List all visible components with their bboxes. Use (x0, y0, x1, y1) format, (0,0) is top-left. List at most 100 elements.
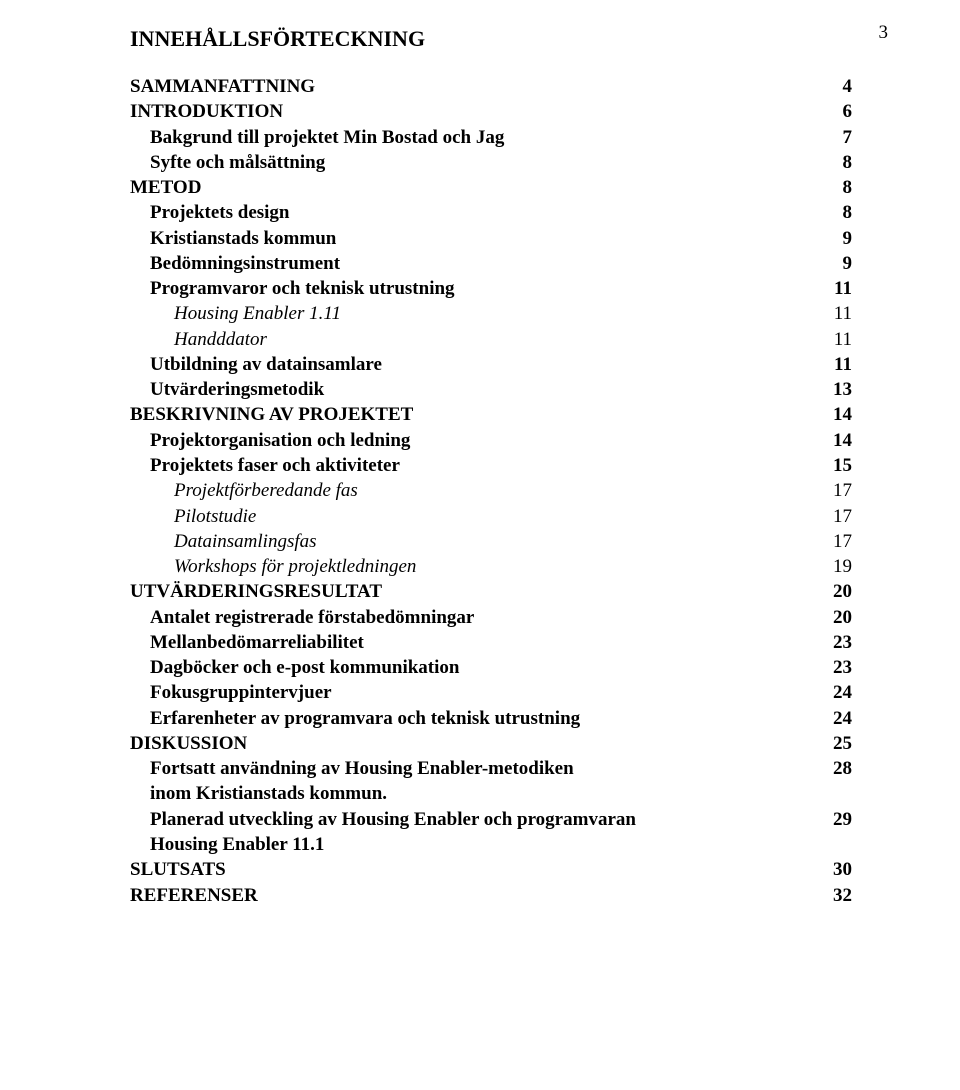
toc-entry-label: Mellanbedömarreliabilitet (130, 630, 364, 655)
toc-entry-page: 20 (800, 605, 852, 630)
toc-entry-label: Bakgrund till projektet Min Bostad och J… (130, 125, 504, 150)
toc-entry-label: Pilotstudie (130, 504, 256, 529)
toc-entry-page: 15 (800, 453, 852, 478)
toc-entry-page: 11 (800, 276, 852, 301)
toc-entry: Fokusgruppintervjuer 24 (130, 680, 852, 705)
toc-entry-label: Fokusgruppintervjuer (130, 680, 332, 705)
toc-entry: Programvaror och teknisk utrustning 11 (130, 276, 852, 301)
toc-entry-label: REFERENSER (130, 883, 258, 908)
toc-entry-label: SLUTSATS (130, 857, 226, 882)
toc-entry-page: 9 (800, 226, 852, 251)
toc-entry: Kristianstads kommun 9 (130, 226, 852, 251)
toc-entry-label: Utvärderingsmetodik (130, 377, 324, 402)
toc-entry: METOD 8 (130, 175, 852, 200)
toc-entry-label: Projektets design (130, 200, 290, 225)
toc-entry-label: Antalet registrerade förstabedömningar (130, 605, 474, 630)
toc-entry: Syfte och målsättning 8 (130, 150, 852, 175)
toc-entry: Utvärderingsmetodik 13 (130, 377, 852, 402)
toc-entry: Handddator 11 (130, 327, 852, 352)
toc-entry-label: Syfte och målsättning (130, 150, 325, 175)
toc-entry: Utbildning av datainsamlare 11 (130, 352, 852, 377)
toc-entry: Housing Enabler 1.11 11 (130, 301, 852, 326)
toc-entry-page: 23 (800, 630, 852, 655)
toc-entry-label: Programvaror och teknisk utrustning (130, 276, 455, 301)
toc-entry-label: INTRODUKTION (130, 99, 283, 124)
toc-entry-page: 6 (800, 99, 852, 124)
toc-entry: Projektorganisation och ledning 14 (130, 428, 852, 453)
toc-entry: DISKUSSION 25 (130, 731, 852, 756)
toc-entry-label: inom Kristianstads kommun. (130, 781, 387, 806)
toc-entry-page: 28 (800, 756, 852, 781)
toc-entry-page: 14 (800, 428, 852, 453)
toc-entry-label: Projektförberedande fas (130, 478, 358, 503)
toc-entry-page: 17 (800, 478, 852, 503)
toc-entry: Fortsatt användning av Housing Enabler-m… (130, 756, 852, 781)
toc-entry-page: 24 (800, 680, 852, 705)
toc-heading: INNEHÅLLSFÖRTECKNING (130, 26, 852, 52)
toc-entry-page: 13 (800, 377, 852, 402)
toc-entry: Dagböcker och e-post kommunikation 23 (130, 655, 852, 680)
toc-entry-page: 9 (800, 251, 852, 276)
toc-entry: Erfarenheter av programvara och teknisk … (130, 706, 852, 731)
toc-entry-label: Planerad utveckling av Housing Enabler o… (130, 807, 636, 832)
toc-entry-label: Dagböcker och e-post kommunikation (130, 655, 459, 680)
toc-entry: Datainsamlingsfas 17 (130, 529, 852, 554)
toc-entry-label: SAMMANFATTNING (130, 74, 315, 99)
toc-entry-label: METOD (130, 175, 201, 200)
toc-entry-label: Bedömningsinstrument (130, 251, 340, 276)
toc-entry: Projektets faser och aktiviteter 15 (130, 453, 852, 478)
toc-entry-page: 8 (800, 175, 852, 200)
toc-entry-label: DISKUSSION (130, 731, 247, 756)
toc-entry: INTRODUKTION 6 (130, 99, 852, 124)
toc-entry-label: Handddator (130, 327, 267, 352)
toc-entry: Planerad utveckling av Housing Enabler o… (130, 807, 852, 832)
toc-entry-label: Kristianstads kommun (130, 226, 336, 251)
toc-entry-page: 8 (800, 150, 852, 175)
toc-entry: REFERENSER 32 (130, 883, 852, 908)
toc-entry: Projektförberedande fas 17 (130, 478, 852, 503)
toc-entry-page: 24 (800, 706, 852, 731)
toc-entry-page: 11 (800, 301, 852, 326)
toc-entry-label: Erfarenheter av programvara och teknisk … (130, 706, 580, 731)
toc-entry: UTVÄRDERINGSRESULTAT 20 (130, 579, 852, 604)
toc-entry-page: 30 (800, 857, 852, 882)
toc-entry: inom Kristianstads kommun. (130, 781, 852, 806)
page-number: 3 (879, 22, 889, 44)
toc-entry-page: 11 (800, 352, 852, 377)
toc-entry-page: 20 (800, 579, 852, 604)
toc-entry-label: Utbildning av datainsamlare (130, 352, 382, 377)
toc-entry-label: Datainsamlingsfas (130, 529, 317, 554)
toc-entry-page: 4 (800, 74, 852, 99)
toc-entry-label: Fortsatt användning av Housing Enabler-m… (130, 756, 574, 781)
toc-entry-label: Workshops för projektledningen (130, 554, 416, 579)
toc-entry: Housing Enabler 11.1 (130, 832, 852, 857)
toc-entry-page: 25 (800, 731, 852, 756)
toc-entry-label: Projektets faser och aktiviteter (130, 453, 400, 478)
toc-entry-label: Projektorganisation och ledning (130, 428, 410, 453)
toc-entry: Workshops för projektledningen 19 (130, 554, 852, 579)
toc-entry-page: 29 (800, 807, 852, 832)
toc-entry-page: 11 (800, 327, 852, 352)
toc-entry: Mellanbedömarreliabilitet 23 (130, 630, 852, 655)
toc-entry: Pilotstudie 17 (130, 504, 852, 529)
toc-entry-page: 8 (800, 200, 852, 225)
page: 3 INNEHÅLLSFÖRTECKNING SAMMANFATTNING4IN… (0, 0, 960, 1090)
toc-entry: Bedömningsinstrument 9 (130, 251, 852, 276)
toc-entry-page: 17 (800, 529, 852, 554)
toc-entry-page: 7 (800, 125, 852, 150)
toc-entry: Projektets design 8 (130, 200, 852, 225)
toc-entry-label: Housing Enabler 11.1 (130, 832, 324, 857)
toc-entry-label: Housing Enabler 1.11 (130, 301, 341, 326)
toc-entry-page: 14 (800, 402, 852, 427)
toc-entry-label: BESKRIVNING AV PROJEKTET (130, 402, 413, 427)
toc-entry-page: 32 (800, 883, 852, 908)
toc-list: SAMMANFATTNING 4 INTRODUKTION 6 Bakgrund til… (130, 74, 852, 908)
toc-entry-page: 23 (800, 655, 852, 680)
toc-entry-page: 19 (800, 554, 852, 579)
toc-entry-page: 17 (800, 504, 852, 529)
toc-entry: Bakgrund till projektet Min Bostad och J… (130, 125, 852, 150)
toc-entry-label: UTVÄRDERINGSRESULTAT (130, 579, 382, 604)
toc-entry: SLUTSATS 30 (130, 857, 852, 882)
toc-entry: SAMMANFATTNING 4 (130, 74, 852, 99)
toc-entry: BESKRIVNING AV PROJEKTET 14 (130, 402, 852, 427)
